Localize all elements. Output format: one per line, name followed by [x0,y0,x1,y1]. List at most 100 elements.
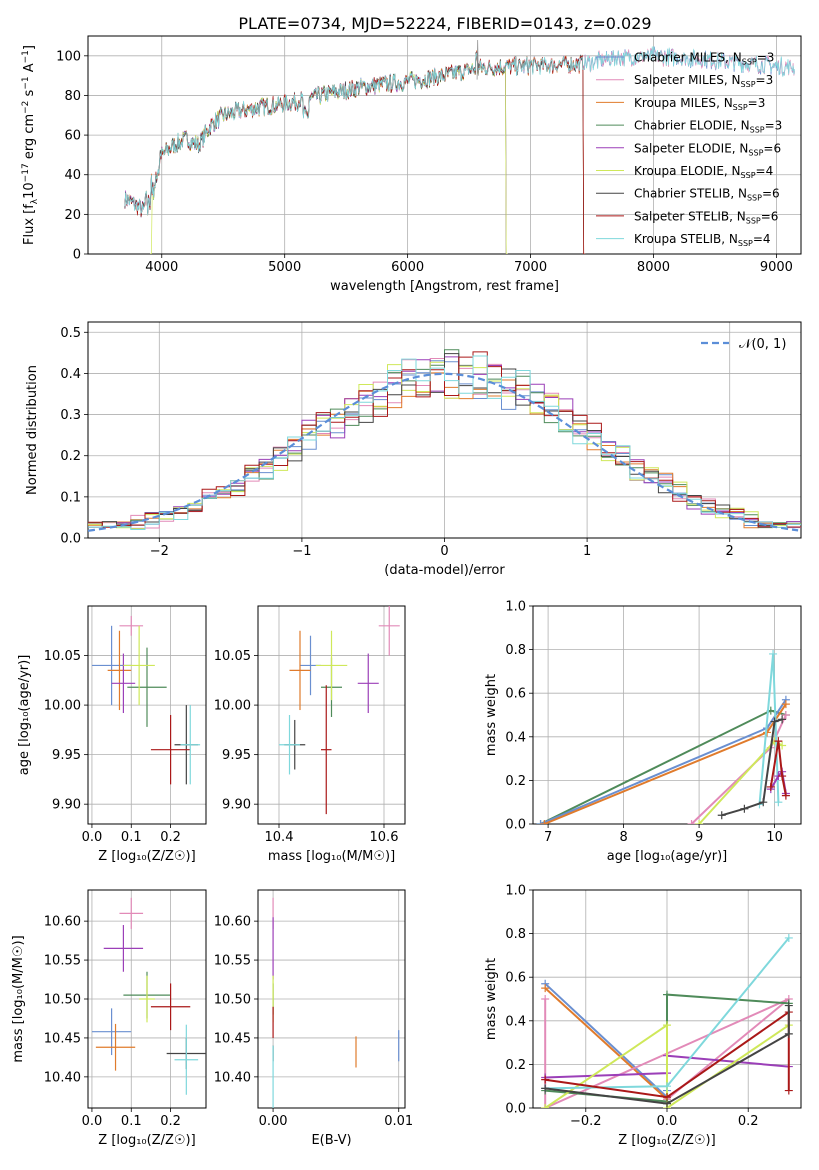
y-tick-label: 0.6 [505,971,526,986]
weight-marker [784,1029,793,1038]
weight-marker [769,649,778,658]
y-axis-label-part: ] [22,45,37,50]
y-axis-label-part: erg cm [22,114,37,163]
axes-frame [257,605,406,825]
x-tick-label: 1 [583,544,591,559]
legend-nssp: 6 [771,209,779,223]
weight-marker [687,820,696,824]
weight-marker [663,1021,671,1030]
x-tick-label: 10 [766,830,783,845]
y-axis-label-part: A [22,63,37,76]
y-tick-label: 10.60 [214,915,251,930]
weight-line [545,1010,790,1099]
legend-label: Chabrier MILES, NSSP=3 [634,51,774,67]
mass-vs-ebv-plot: 0.00 0.01 10.40 10.45 10.50 10.55 10.60 E(B-V) [214,889,413,1148]
x-tick-label: 8000 [637,260,670,275]
legend-eq: = [756,164,766,178]
legend-eq: = [762,187,772,201]
x-tick-label: 4000 [145,260,178,275]
axes-frame [87,889,207,1109]
weight-marker [663,1099,671,1108]
legend-sep: , N [716,96,733,110]
legend-eq: = [757,51,767,65]
legend-label: Kroupa STELIB, NSSP=4 [634,232,771,248]
x-tick-label: 0.2 [160,1114,181,1129]
weight-marker [784,1086,793,1095]
legend-subscript: SSP [738,239,753,248]
weight-marker [774,737,783,746]
weight-marker [541,995,550,1003]
weight-marker [541,1075,550,1084]
legend-label: Kroupa ELODIE, NSSP=4 [634,164,773,180]
spectrum-plot: 4000 5000 6000 7000 8000 9000 0 20 40 60 80 100 wave… [21,35,802,294]
x-tick-label: 0.0 [82,830,103,845]
x-tick-label: 5000 [268,260,301,275]
weight-marker [663,1082,671,1091]
x-axis-label: E(B-V) [311,1133,351,1148]
age-vs-mass-plot: 10.4 10.6 9.90 9.95 10.00 10.05 mass [log₁₀(M/… [214,605,406,864]
y-tick-label: 20 [64,208,81,223]
figure-title: PLATE=0734, MJD=52224, FIBERID=0143, z=0… [238,14,651,33]
weight-marker [766,782,775,791]
y-tick-label: 9.90 [222,798,251,813]
y-axis-label: mass [log₁₀(M/M☉)] [11,935,26,1062]
residual-histogram-plot: −2 −1 0 1 2 0.0 0.1 0.2 0.3 0.4 0.5 (data-model)/er… [25,321,802,578]
y-tick-label: 10.55 [44,954,81,969]
y-tick-label: 10.45 [214,1031,251,1046]
x-tick-label: −2 [150,544,169,559]
spectrum-line [476,39,479,80]
spectrum-line [124,51,586,254]
legend-eq: = [763,141,773,155]
weight-marker [781,711,790,719]
legend-label: Kroupa MILES, NSSP=3 [634,96,765,112]
x-tick-label: 7000 [514,260,547,275]
x-tick-label: 0.2 [160,830,181,845]
x-axis-label: wavelength [Angstrom, rest frame] [330,279,559,294]
weight-line [544,987,668,1101]
x-tick-label: 0.1 [121,1114,142,1129]
y-tick-label: 0.5 [60,326,81,341]
histogram-series [88,355,801,530]
x-axis-label: Z [log₁₀(Z/Z☉)] [618,1133,715,1148]
x-axis-label: mass [log₁₀(M/M☉)] [268,849,395,864]
y-tick-label: 10.00 [44,699,81,714]
y-tick-label: 0.2 [505,1058,526,1073]
spectrum-line [124,51,586,254]
axes-frame [532,605,802,825]
y-tick-label: 0.8 [505,927,526,942]
legend-series-name: Kroupa ELODIE [634,164,724,178]
weight-marker [540,820,549,824]
legend-subscript: SSP [748,148,763,157]
legend-label: 𝒩(0, 1) [739,337,786,352]
y-axis-label-part: λ [30,198,40,204]
x-axis-label: Z [log₁₀(Z/Z☉)] [98,849,195,864]
y-tick-label: 10.60 [44,915,81,930]
x-tick-label: 2 [726,544,734,559]
weight-marker [541,984,550,993]
x-tick-label: 0.1 [121,830,142,845]
y-axis-label: mass weight [484,674,499,756]
y-tick-label: 60 [64,129,81,144]
y-tick-label: 10.55 [214,954,251,969]
x-axis-label: (data-model)/error [384,563,505,578]
legend-series-name: Chabrier MILES [634,51,725,65]
legend-sep: , N [732,141,749,155]
y-tick-label: 0.8 [505,643,526,658]
weight-marker [774,798,783,807]
legend-sep: , N [724,164,741,178]
legend-sep: , N [725,51,742,65]
y-axis-label-part: Flux [f [22,204,37,245]
axes-frame [87,321,802,539]
legend-nssp: 6 [772,187,780,201]
y-tick-label: 40 [64,168,81,183]
legend-eq: = [756,73,766,87]
legend-series-name: Salpeter STELIB [634,209,729,223]
y-tick-label: 1.0 [505,600,526,615]
legend-nssp: 3 [767,51,775,65]
y-axis-label-part: −2 [21,101,31,114]
y-tick-label: 0.4 [60,367,81,382]
y-tick-label: 0.3 [60,408,81,423]
legend-nssp: 6 [773,141,781,155]
y-tick-label: 0.6 [505,687,526,702]
weight-line [769,741,787,796]
